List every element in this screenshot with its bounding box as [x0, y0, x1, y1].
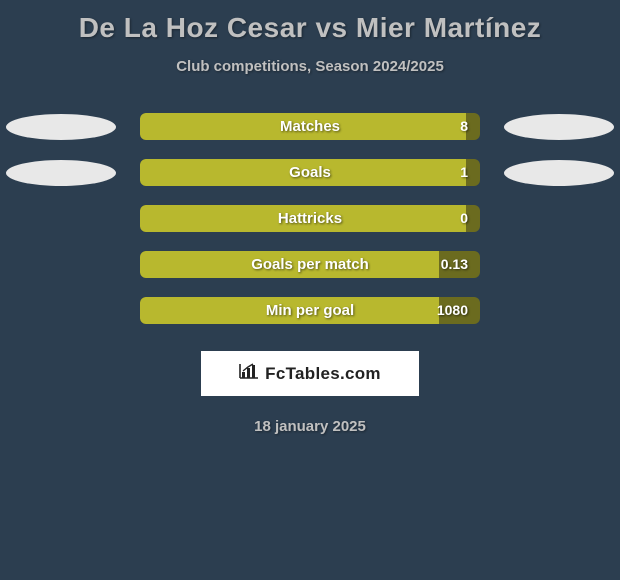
stat-row: Matches8	[0, 113, 620, 159]
brand-logo-text: FcTables.com	[265, 364, 381, 384]
stat-row: Goals per match0.13	[0, 251, 620, 297]
stat-row: Goals1	[0, 159, 620, 205]
stat-bar-fill	[140, 159, 466, 186]
stat-bar-fill	[140, 113, 466, 140]
player-right-ellipse	[504, 160, 614, 186]
date-label: 18 january 2025	[0, 418, 620, 435]
stat-bar-fill	[140, 297, 439, 324]
stat-bar-fill	[140, 205, 466, 232]
comparison-infographic: De La Hoz Cesar vs Mier Martínez Club co…	[0, 0, 620, 580]
stat-bar-fill	[140, 251, 439, 278]
stat-bar-track	[140, 113, 480, 140]
stat-rows: Matches8Goals1Hattricks0Goals per match0…	[0, 113, 620, 343]
stat-bar-track	[140, 159, 480, 186]
page-subtitle: Club competitions, Season 2024/2025	[0, 58, 620, 75]
player-right-ellipse	[504, 114, 614, 140]
stat-bar-track	[140, 297, 480, 324]
bar-chart-icon	[239, 363, 259, 384]
stat-bar-track	[140, 205, 480, 232]
player-left-ellipse	[6, 114, 116, 140]
stat-bar-track	[140, 251, 480, 278]
player-left-ellipse	[6, 160, 116, 186]
brand-logo: FcTables.com	[201, 351, 419, 396]
page-title: De La Hoz Cesar vs Mier Martínez	[0, 0, 620, 44]
stat-row: Hattricks0	[0, 205, 620, 251]
stat-row: Min per goal1080	[0, 297, 620, 343]
